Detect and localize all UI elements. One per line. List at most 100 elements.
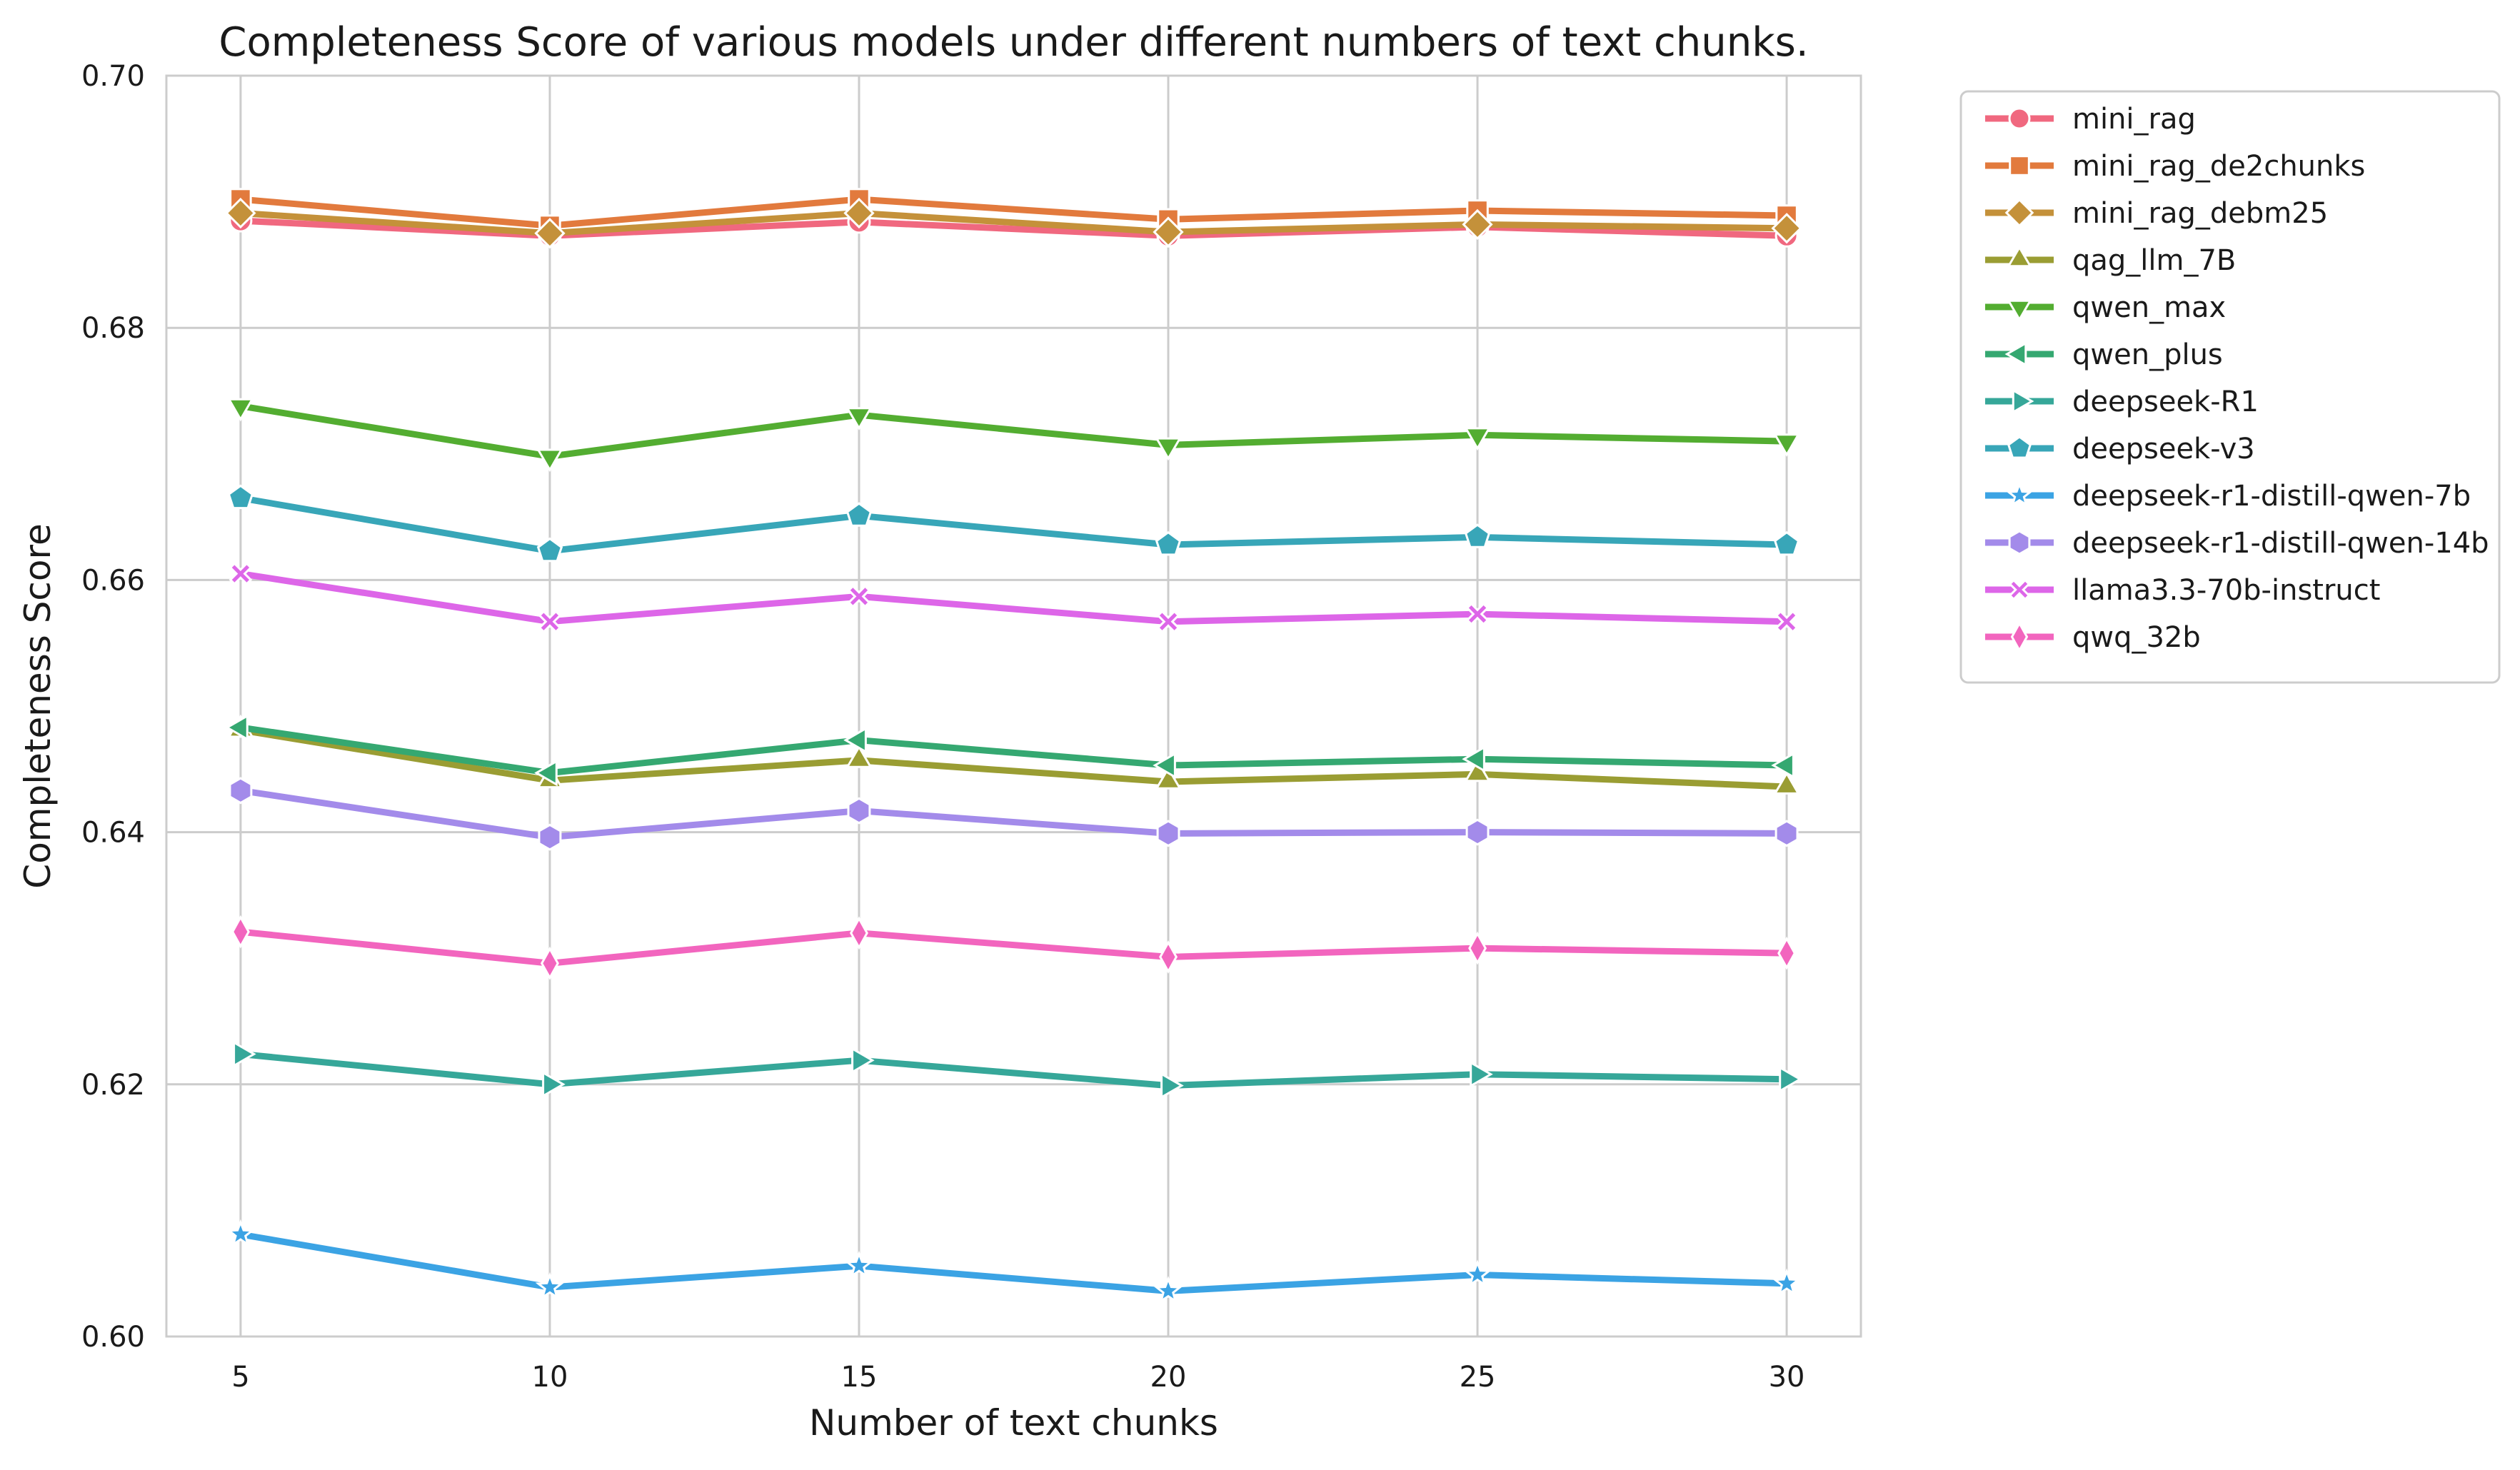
y-tick-label: 0.60 bbox=[81, 1321, 145, 1354]
data-point bbox=[534, 218, 566, 249]
data-point bbox=[1772, 1268, 1802, 1297]
series-llama3.3-70b-instruct bbox=[229, 562, 1799, 634]
chart-title: Completeness Score of various models und… bbox=[219, 19, 1808, 66]
series-line bbox=[240, 928, 1787, 967]
series-line bbox=[240, 724, 1787, 777]
series-qwq_32b bbox=[231, 915, 1797, 980]
data-point bbox=[847, 584, 871, 608]
data-point bbox=[843, 197, 875, 229]
data-point bbox=[2008, 530, 2031, 555]
legend-item: mini_rag_de2chunks bbox=[1985, 150, 2365, 183]
data-point bbox=[1156, 610, 1180, 634]
data-point bbox=[1777, 936, 1797, 970]
legend-label: mini_rag bbox=[2072, 103, 2196, 136]
legend-item: qwen_plus bbox=[1985, 338, 2223, 371]
data-point bbox=[1470, 1060, 1493, 1088]
data-point bbox=[2004, 198, 2034, 228]
legend: mini_rag mini_rag_de2chunks mini_rag_debm2… bbox=[1959, 90, 2501, 684]
series-line bbox=[240, 727, 1787, 790]
series-line bbox=[240, 570, 1787, 625]
data-point bbox=[1774, 610, 1799, 634]
y-axis-label: Completeness Score bbox=[17, 523, 59, 888]
legend-label: llama3.3-70b-instruct bbox=[2072, 574, 2380, 607]
data-point bbox=[1153, 216, 1184, 248]
data-point bbox=[535, 1272, 565, 1300]
x-tick-label: 20 bbox=[1150, 1361, 1187, 1394]
legend-item: mini_rag bbox=[1985, 103, 2196, 136]
legend-item: deepseek-R1 bbox=[1985, 386, 2259, 418]
data-point bbox=[844, 1250, 874, 1279]
legend-item: deepseek-r1-distill-qwen-7b bbox=[1985, 480, 2471, 513]
data-point bbox=[1464, 427, 1491, 451]
data-point bbox=[845, 502, 873, 527]
series-qwen_plus bbox=[225, 714, 1794, 787]
data-point bbox=[1156, 820, 1180, 847]
data-point bbox=[1468, 931, 1487, 965]
series-deepseek-R1 bbox=[233, 1040, 1802, 1099]
data-point bbox=[231, 915, 250, 949]
legend-item: qag_llm_7B bbox=[1985, 244, 2236, 277]
legend-box bbox=[1959, 90, 2501, 684]
legend-label: mini_rag_de2chunks bbox=[2072, 150, 2365, 183]
plot-frame bbox=[165, 74, 1862, 1338]
data-point bbox=[1155, 530, 1182, 556]
data-point bbox=[1462, 1259, 1492, 1287]
legend-label: qwq_32b bbox=[2072, 621, 2201, 654]
data-point bbox=[851, 1047, 875, 1074]
series-lines bbox=[225, 188, 1802, 1304]
data-point bbox=[1153, 1276, 1183, 1304]
legend-item: mini_rag_debm25 bbox=[1985, 197, 2328, 230]
data-point bbox=[538, 610, 562, 634]
tick-labels: 0.60 0.62 0.64 0.66 0.68 0.70 5 10 15 20 25 30 bbox=[81, 60, 1805, 1394]
series-deepseek-r1-distill-qwen-7b bbox=[226, 1219, 1802, 1304]
y-tick-label: 0.64 bbox=[81, 817, 145, 850]
data-point bbox=[2007, 299, 2032, 322]
data-point bbox=[225, 197, 256, 229]
data-point bbox=[2007, 436, 2032, 459]
legend-item: llama3.3-70b-instruct bbox=[1985, 574, 2380, 607]
series-line bbox=[240, 1231, 1787, 1294]
legend-label: qwen_max bbox=[2072, 291, 2226, 324]
data-point bbox=[1153, 752, 1176, 779]
legend-item: deepseek-r1-distill-qwen-14b bbox=[1985, 527, 2489, 560]
data-point bbox=[225, 714, 249, 741]
data-point bbox=[227, 398, 254, 422]
legend-label: deepseek-r1-distill-qwen-7b bbox=[2072, 480, 2471, 513]
data-point bbox=[2007, 245, 2032, 268]
x-tick-label: 30 bbox=[1769, 1361, 1805, 1394]
data-point bbox=[1773, 530, 1800, 556]
data-point bbox=[226, 1219, 256, 1247]
legend-label: qag_llm_7B bbox=[2072, 244, 2236, 277]
data-point bbox=[1462, 745, 1485, 772]
series-line bbox=[240, 217, 1787, 239]
data-point bbox=[1773, 433, 1800, 457]
legend-label: deepseek-v3 bbox=[2072, 433, 2255, 465]
data-point bbox=[1155, 766, 1182, 790]
data-point bbox=[2012, 388, 2034, 414]
data-point bbox=[1773, 771, 1800, 795]
series-deepseek-r1-distill-qwen-14b bbox=[229, 777, 1799, 851]
legend-item: qwq_32b bbox=[1985, 621, 2201, 654]
data-point bbox=[1465, 602, 1490, 626]
x-tick-label: 25 bbox=[1460, 1361, 1496, 1394]
data-point bbox=[2004, 341, 2027, 367]
x-axis-label: Number of text chunks bbox=[809, 1402, 1218, 1444]
series-qwen_max bbox=[227, 398, 1800, 473]
series-line bbox=[240, 787, 1787, 841]
data-point bbox=[1160, 1072, 1184, 1099]
series-line bbox=[240, 495, 1787, 555]
y-tick-label: 0.68 bbox=[81, 312, 145, 345]
data-point bbox=[2005, 480, 2034, 508]
data-point bbox=[2010, 621, 2029, 653]
data-point bbox=[2008, 578, 2031, 601]
series-deepseek-v3 bbox=[227, 484, 1800, 563]
data-point bbox=[1465, 818, 1490, 846]
data-point bbox=[1155, 437, 1182, 461]
x-tick-label: 10 bbox=[532, 1361, 568, 1394]
data-point bbox=[1159, 940, 1178, 974]
x-tick-label: 15 bbox=[841, 1361, 878, 1394]
series-line bbox=[240, 403, 1787, 460]
series-mini_rag_debm25 bbox=[225, 197, 1802, 249]
data-point bbox=[540, 946, 559, 980]
